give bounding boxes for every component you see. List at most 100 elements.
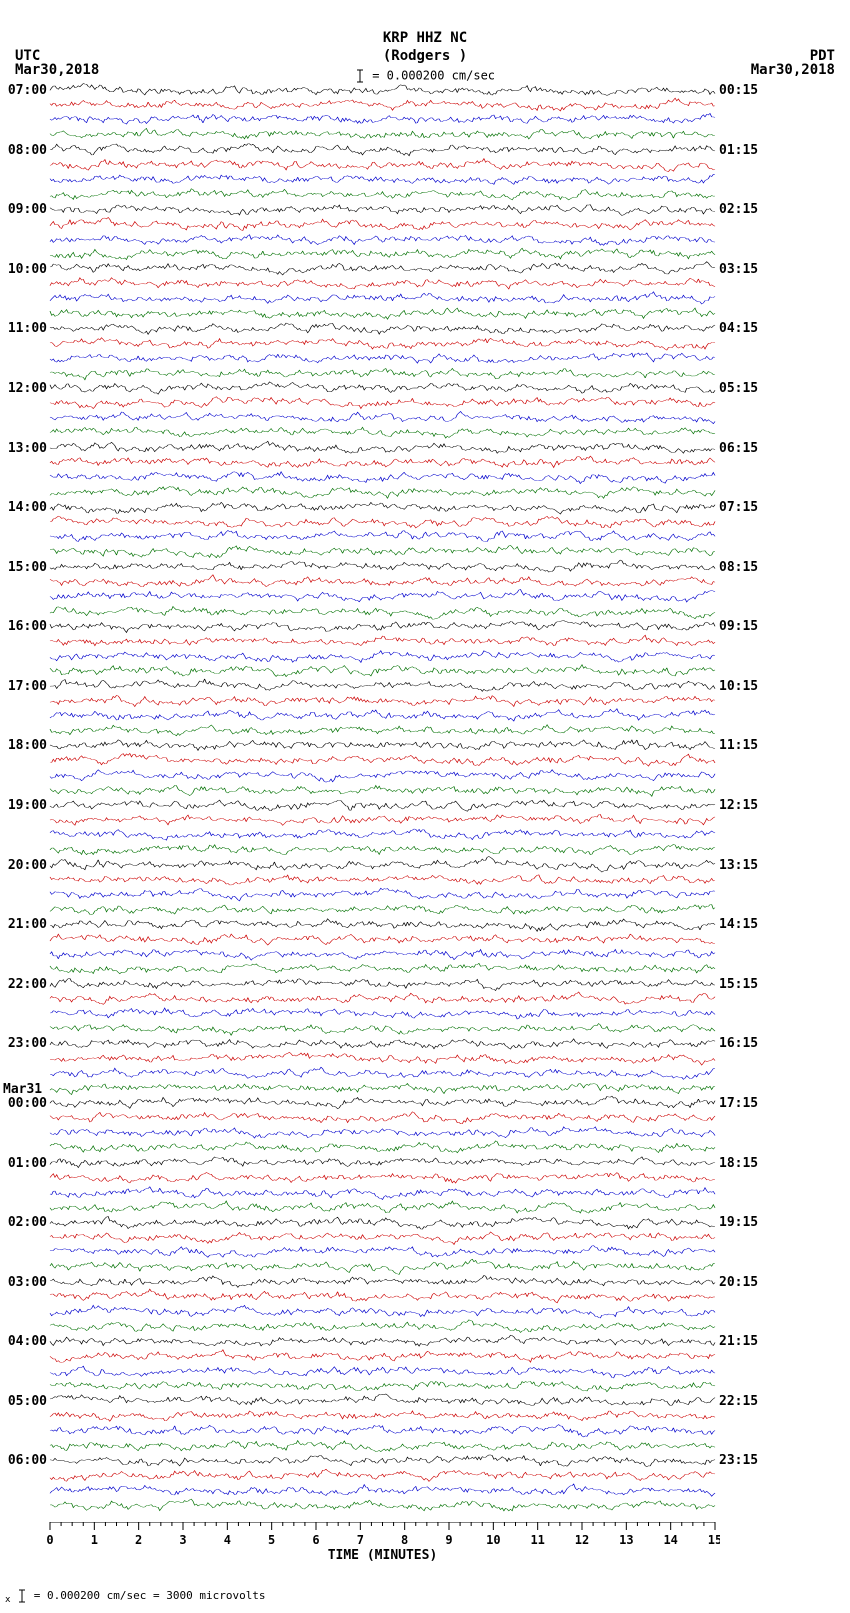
trace-row [50, 336, 715, 351]
utc-hour-label: 19:00 [2, 798, 47, 813]
trace-row [50, 1483, 715, 1498]
trace-row [50, 887, 715, 902]
svg-text:5: 5 [268, 1533, 275, 1547]
trace-row [50, 395, 715, 410]
utc-hour-label: 00:00 [2, 1096, 47, 1111]
utc-hour-label: 01:00 [2, 1156, 47, 1171]
utc-hour-label: 07:00 [2, 83, 47, 98]
pdt-hour-label: 10:15 [719, 679, 758, 694]
trace-row [50, 872, 715, 887]
trace-row [50, 663, 715, 678]
trace-row [50, 1349, 715, 1364]
pdt-hour-label: 01:15 [719, 143, 758, 158]
trace-row [50, 127, 715, 142]
utc-hour-label: 12:00 [2, 381, 47, 396]
svg-text:1: 1 [91, 1533, 98, 1547]
trace-row [50, 1230, 715, 1245]
trace-row [50, 708, 715, 723]
svg-text:2: 2 [135, 1533, 142, 1547]
trace-row [50, 1498, 715, 1513]
trace-row [50, 902, 715, 917]
trace-row [50, 1140, 715, 1155]
trace-row [50, 619, 715, 634]
trace-row [50, 380, 715, 395]
seismogram-container: KRP HHZ NC (Rodgers ) = 0.000200 cm/sec … [0, 0, 850, 1613]
trace-row [50, 157, 715, 172]
trace-row [50, 1244, 715, 1259]
pdt-hour-label: 23:15 [719, 1453, 758, 1468]
utc-hour-label: 08:00 [2, 143, 47, 158]
trace-row [50, 1408, 715, 1423]
pdt-hour-label: 08:15 [719, 560, 758, 575]
trace-row [50, 932, 715, 947]
trace-row [50, 500, 715, 515]
pdt-hour-label: 02:15 [719, 202, 758, 217]
trace-row [50, 604, 715, 619]
trace-row [50, 276, 715, 291]
trace-row [50, 768, 715, 783]
trace-row [50, 976, 715, 991]
utc-hour-label: 20:00 [2, 858, 47, 873]
svg-text:8: 8 [401, 1533, 408, 1547]
trace-row [50, 261, 715, 276]
pdt-hour-label: 17:15 [719, 1096, 758, 1111]
pdt-hour-label: 12:15 [719, 798, 758, 813]
trace-row [50, 1289, 715, 1304]
svg-text:0: 0 [46, 1533, 53, 1547]
trace-row [50, 544, 715, 559]
svg-text:6: 6 [312, 1533, 319, 1547]
trace-row [50, 842, 715, 857]
svg-text:12: 12 [575, 1533, 589, 1547]
pdt-hour-label: 19:15 [719, 1215, 758, 1230]
trace-row [50, 1304, 715, 1319]
utc-hour-label: 06:00 [2, 1453, 47, 1468]
trace-row [50, 1393, 715, 1408]
trace-row [50, 961, 715, 976]
trace-row [50, 291, 715, 306]
trace-row [50, 917, 715, 932]
trace-row [50, 1438, 715, 1453]
trace-row [50, 649, 715, 664]
trace-row [50, 351, 715, 366]
trace-row [50, 1155, 715, 1170]
pdt-hour-label: 15:15 [719, 977, 758, 992]
utc-hour-label: 09:00 [2, 202, 47, 217]
trace-row [50, 112, 715, 127]
svg-text:7: 7 [357, 1533, 364, 1547]
trace-row [50, 306, 715, 321]
trace-row [50, 1453, 715, 1468]
pdt-hour-label: 16:15 [719, 1036, 758, 1051]
utc-hour-label: 15:00 [2, 560, 47, 575]
station-location: (Rodgers ) [0, 48, 850, 64]
footer-scale: x = 0.000200 cm/sec = 3000 microvolts [5, 1588, 266, 1605]
trace-row [50, 232, 715, 247]
trace-row [50, 187, 715, 202]
trace-row [50, 97, 715, 112]
pdt-hour-label: 03:15 [719, 262, 758, 277]
trace-row [50, 1185, 715, 1200]
pdt-hour-label: 06:15 [719, 441, 758, 456]
trace-row [50, 321, 715, 336]
svg-text:3: 3 [179, 1533, 186, 1547]
utc-hour-label: 05:00 [2, 1394, 47, 1409]
utc-hour-label: 14:00 [2, 500, 47, 515]
svg-text:4: 4 [224, 1533, 231, 1547]
trace-row [50, 693, 715, 708]
trace-row [50, 857, 715, 872]
utc-hour-label: 11:00 [2, 321, 47, 336]
day-rollover-label: Mar31 [3, 1082, 42, 1097]
trace-row [50, 1006, 715, 1021]
trace-row [50, 142, 715, 157]
utc-hour-label: 03:00 [2, 1275, 47, 1290]
trace-row [50, 1423, 715, 1438]
trace-row [50, 1021, 715, 1036]
utc-hour-label: 23:00 [2, 1036, 47, 1051]
trace-row [50, 425, 715, 440]
trace-row [50, 783, 715, 798]
utc-hour-label: 22:00 [2, 977, 47, 992]
trace-row [50, 217, 715, 232]
trace-row [50, 827, 715, 842]
trace-row [50, 172, 715, 187]
svg-text:9: 9 [445, 1533, 452, 1547]
trace-row [50, 485, 715, 500]
